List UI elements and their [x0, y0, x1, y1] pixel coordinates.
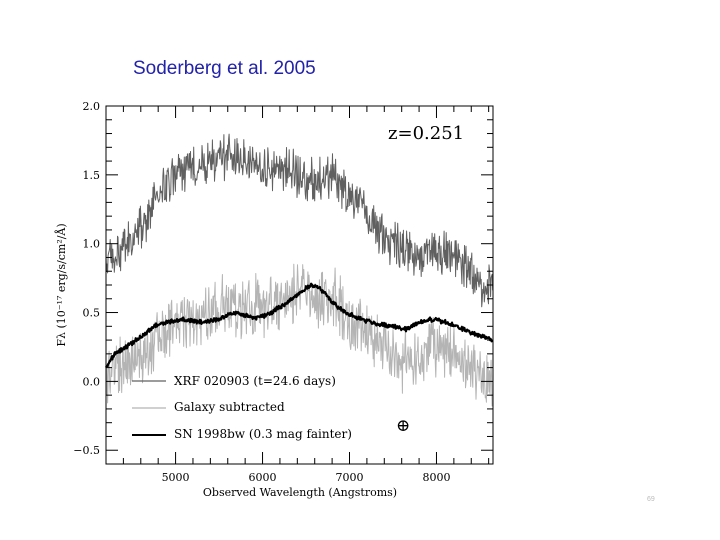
x-tick-label: 7000 [336, 471, 364, 484]
redshift-annotation: z=0.251 [388, 123, 464, 144]
y-tick-label: −0.5 [73, 444, 100, 457]
x-tick-label: 6000 [249, 471, 277, 484]
series-line-0 [105, 133, 494, 308]
x-axis-title: Observed Wavelength (Angstroms) [203, 486, 397, 499]
legend-label-sn: SN 1998bw (0.3 mag fainter) [174, 427, 352, 441]
y-axis-title: Fλ (10⁻¹⁷ erg/s/cm²/Å) [54, 223, 68, 346]
series-line-2 [104, 282, 494, 369]
earth-symbol: ⊕ [396, 416, 410, 436]
legend-label-xrf: XRF 020903 (t=24.6 days) [174, 374, 336, 388]
x-tick-label: 8000 [422, 471, 450, 484]
y-tick-label: 0.5 [83, 307, 101, 320]
legend-label-galaxy: Galaxy subtracted [174, 400, 285, 414]
slide-number: 69 [647, 496, 655, 503]
y-tick-label: 1.0 [83, 238, 101, 251]
series-layer [104, 133, 494, 407]
y-tick-label: 0.0 [83, 375, 101, 388]
ticks-layer: −0.5 0.0 0.5 1.0 1.5 2.0 5000 6000 7000 8000 [73, 100, 493, 484]
plot-frame [105, 105, 494, 465]
y-tick-label: 2.0 [83, 100, 101, 113]
y-tick-label: 1.5 [83, 169, 101, 182]
legend: XRF 020903 (t=24.6 days) Galaxy subtract… [132, 374, 352, 441]
x-tick-label: 5000 [162, 471, 190, 484]
page-heading: Soderberg et al. 2005 [133, 58, 316, 79]
